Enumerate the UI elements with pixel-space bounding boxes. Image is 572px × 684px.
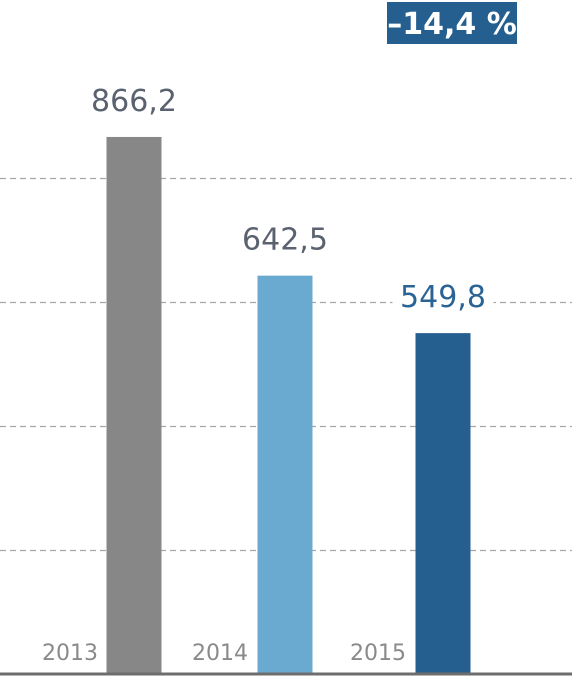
x-tick-label-2014: 2014 xyxy=(192,641,248,666)
x-tick-labels: 2013 2014 2015 xyxy=(42,641,406,666)
value-label-background xyxy=(234,217,336,258)
bars xyxy=(106,136,471,674)
x-tick-label-2013: 2013 xyxy=(42,641,98,666)
change-badge-background xyxy=(387,2,517,44)
value-label-background xyxy=(392,275,494,316)
bar-2015 xyxy=(415,333,471,674)
value-label-background xyxy=(83,78,185,119)
change-badge-label: –14,4 % xyxy=(387,7,517,42)
value-label-2014: 642,5 xyxy=(242,223,328,258)
value-label-2013: 866,2 xyxy=(91,84,177,119)
bar-2014 xyxy=(257,275,313,674)
x-tick-label-2015: 2015 xyxy=(350,641,406,666)
change-badge: –14,4 % xyxy=(387,2,517,44)
value-label-2015: 549,8 xyxy=(400,280,486,315)
bar-2013 xyxy=(106,136,162,674)
value-labels: 866,2 642,5 549,8 xyxy=(83,78,494,316)
